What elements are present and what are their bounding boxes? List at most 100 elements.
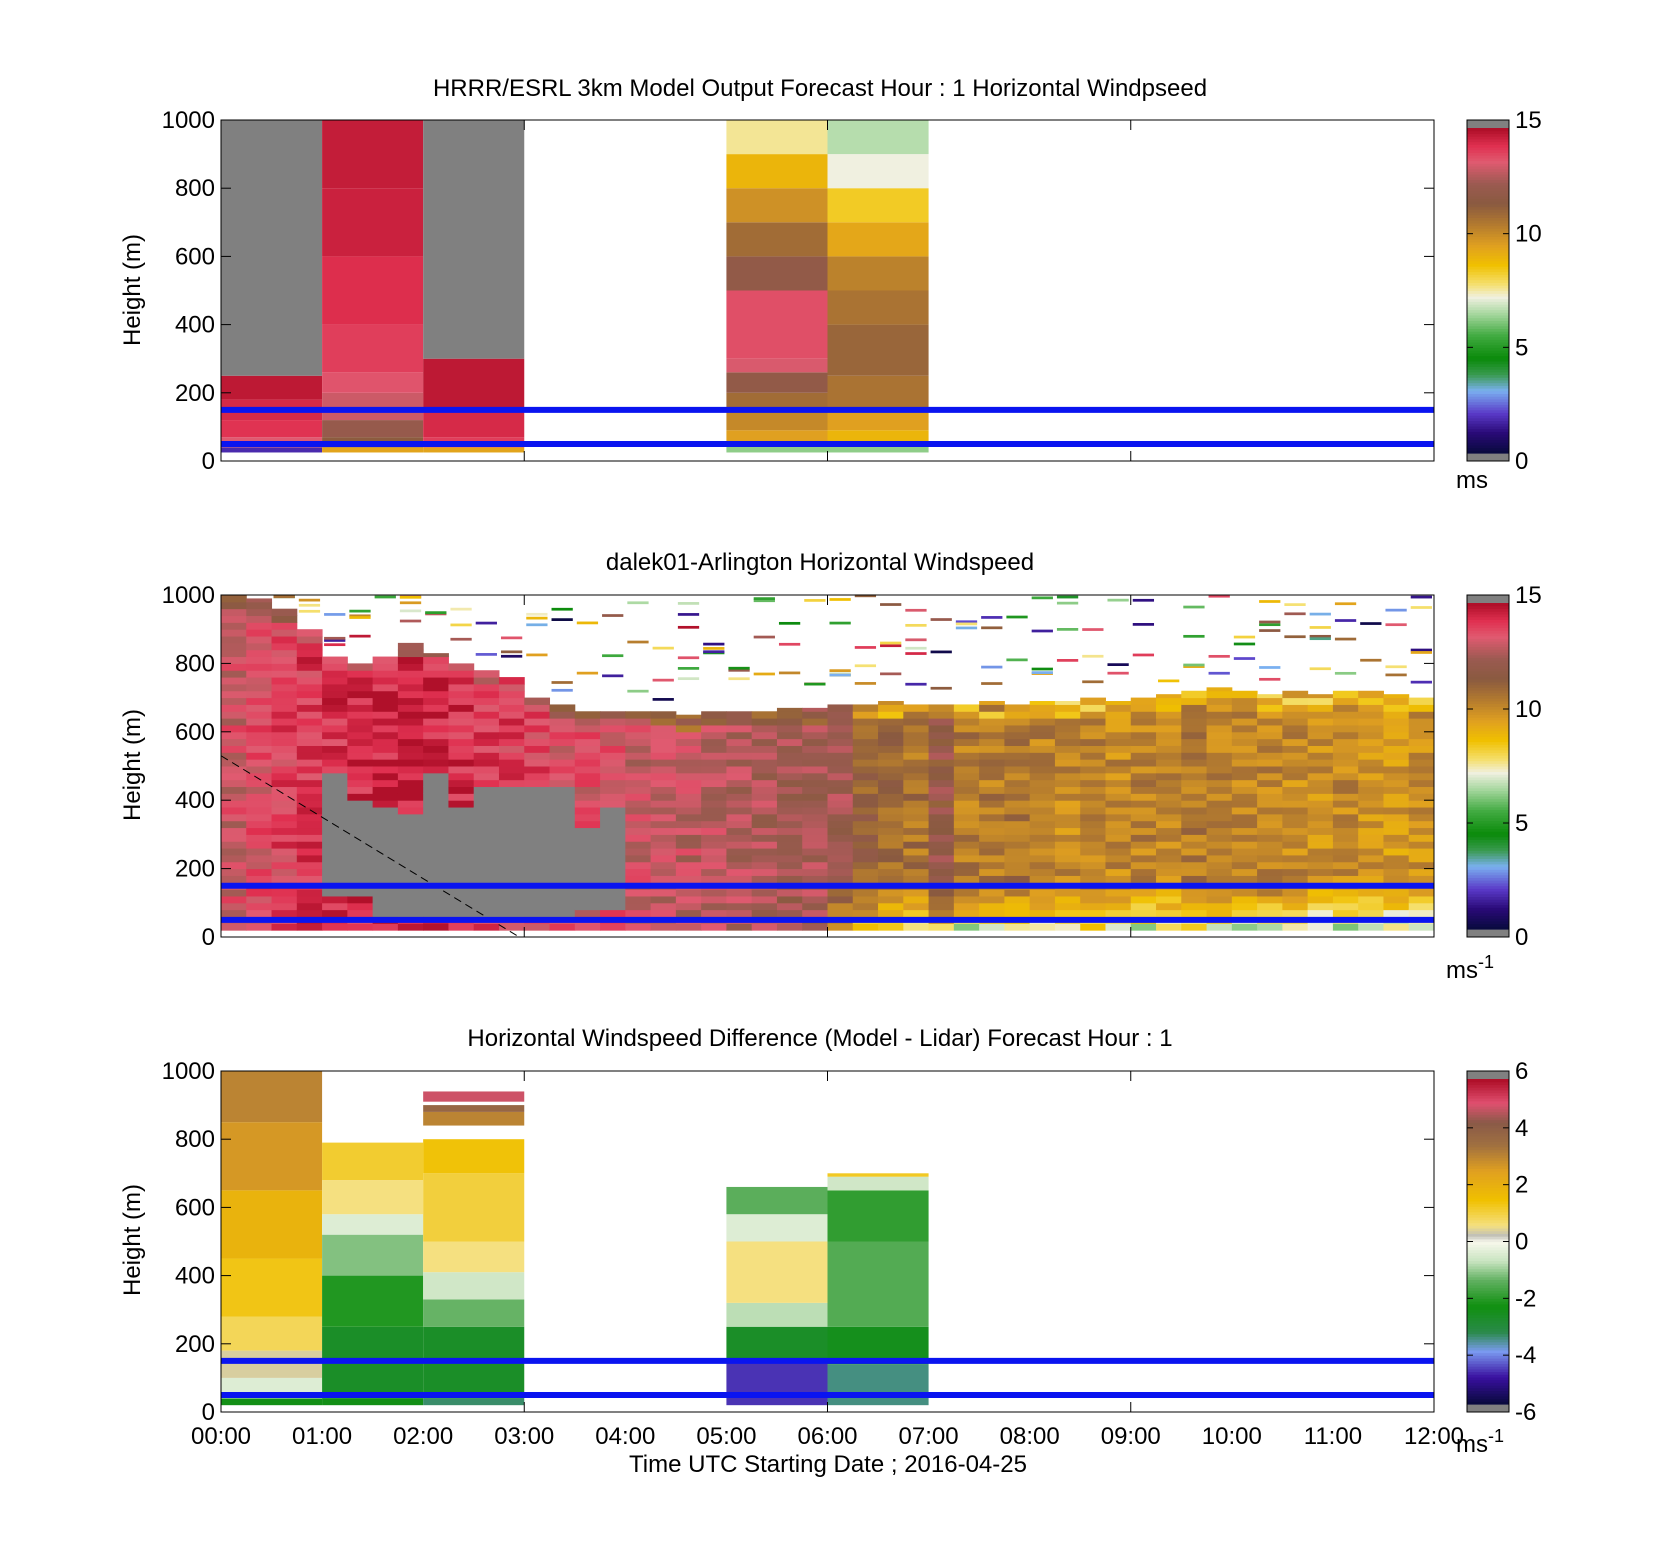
heatmap-cell	[802, 711, 828, 719]
colorbar-segment	[1467, 425, 1509, 430]
heatmap-cell	[524, 800, 551, 808]
heatmap-cell	[701, 752, 727, 760]
heatmap-cell	[1332, 745, 1359, 753]
heatmap-cell	[953, 704, 980, 712]
heatmap-cell	[423, 656, 449, 664]
heatmap-cell	[473, 772, 500, 781]
heatmap-cell	[650, 834, 677, 842]
heatmap-cell	[549, 779, 576, 788]
heatmap-cell	[1054, 807, 1081, 815]
colorbar-segment	[1467, 209, 1509, 213]
sparse-detection	[981, 665, 1003, 669]
colorbar-segment	[1467, 1097, 1509, 1102]
y-tick-label: 400	[175, 312, 215, 339]
heatmap-cell	[296, 786, 323, 794]
heatmap-cell	[1383, 848, 1410, 856]
colorbar-segment	[1467, 912, 1509, 917]
heatmap-cell	[1206, 800, 1233, 808]
heatmap-cell	[322, 895, 348, 904]
heatmap-cell	[322, 793, 348, 801]
heatmap-cell	[1383, 834, 1410, 842]
heatmap-cell	[1307, 800, 1334, 808]
heatmap-cell	[397, 841, 424, 849]
heatmap-cell	[271, 848, 298, 856]
heatmap-cell	[675, 786, 702, 794]
heatmap-cell	[221, 420, 323, 438]
heatmap-cell	[1105, 861, 1132, 870]
heatmap-cell	[423, 813, 449, 822]
heatmap-cell	[1004, 813, 1031, 822]
heatmap-cell	[473, 895, 500, 904]
heatmap-cell	[1080, 724, 1106, 733]
heatmap-cell	[221, 868, 247, 876]
colorbar-segment	[1467, 763, 1509, 767]
heatmap-cell	[1231, 848, 1258, 856]
colorbar-segment	[1467, 649, 1509, 653]
heatmap-cell	[397, 745, 424, 753]
heatmap-cell	[1332, 841, 1359, 849]
heatmap-cell	[802, 854, 828, 863]
colorbar-segment	[1467, 401, 1509, 405]
heatmap-cell	[246, 704, 273, 712]
heatmap-cell	[1156, 766, 1182, 774]
heatmap-cell	[776, 889, 803, 897]
sparse-detection	[1259, 666, 1281, 669]
heatmap-cell	[296, 649, 323, 658]
heatmap-cell	[397, 807, 424, 815]
x-tick-label: 06:00	[797, 1423, 857, 1450]
heatmap-cell	[372, 895, 399, 904]
colorbar-segment	[1467, 1149, 1509, 1153]
heatmap-cell	[1282, 759, 1309, 767]
heatmap-cell	[1257, 848, 1283, 856]
heatmap-cell	[221, 759, 247, 767]
heatmap-cell	[347, 670, 374, 678]
heatmap-cell	[625, 779, 652, 788]
heatmap-cell	[574, 779, 601, 788]
heatmap-cell	[1181, 718, 1208, 726]
sparse-detection	[1056, 601, 1079, 605]
heatmap-cell	[928, 875, 955, 883]
heatmap-cell	[498, 902, 525, 911]
heatmap-cell	[524, 766, 551, 774]
heatmap-cell	[448, 766, 475, 774]
heatmap-cell	[473, 724, 500, 733]
colorbar-segment	[1467, 236, 1509, 240]
colorbar-segment	[1467, 339, 1509, 343]
colorbar-segment	[1467, 363, 1509, 367]
heatmap-cell	[1282, 752, 1309, 760]
heatmap-cell	[221, 827, 247, 835]
heatmap-cell	[776, 923, 803, 931]
heatmap-cell	[1231, 895, 1258, 904]
heatmap-cell	[1358, 889, 1384, 897]
colorbar-segment	[1467, 687, 1509, 691]
heatmap-cell	[701, 766, 727, 774]
sparse-detection	[475, 653, 497, 656]
heatmap-cell	[827, 841, 854, 849]
heatmap-cell	[1105, 772, 1132, 781]
y-tick-label: 200	[175, 856, 215, 883]
heatmap-cell	[1358, 738, 1384, 746]
colorbar-segment	[1467, 861, 1509, 865]
heatmap-cell	[271, 642, 298, 651]
heatmap-cell	[827, 188, 929, 223]
heatmap-cell	[625, 772, 652, 781]
heatmap-cell	[1029, 724, 1056, 733]
heatmap-cell	[1054, 738, 1081, 746]
heatmap-cell	[1307, 861, 1334, 870]
heatmap-cell	[1080, 854, 1106, 863]
heatmap-cell	[498, 895, 525, 904]
heatmap-cell	[701, 854, 727, 863]
heatmap-cell	[1307, 909, 1334, 917]
heatmap-cell	[1181, 793, 1208, 801]
colorbar-segment	[1467, 325, 1509, 330]
heatmap-cell	[1408, 704, 1435, 712]
sparse-detection	[677, 602, 700, 605]
heatmap-cell	[1332, 861, 1359, 870]
sparse-detection	[1132, 653, 1155, 657]
heatmap-cell	[1307, 902, 1334, 911]
heatmap-cell	[1181, 738, 1208, 746]
heatmap-cell	[423, 447, 525, 453]
colorbar-unit: ms	[1456, 467, 1488, 494]
heatmap-cell	[1029, 718, 1056, 726]
heatmap-cell	[1130, 738, 1157, 746]
